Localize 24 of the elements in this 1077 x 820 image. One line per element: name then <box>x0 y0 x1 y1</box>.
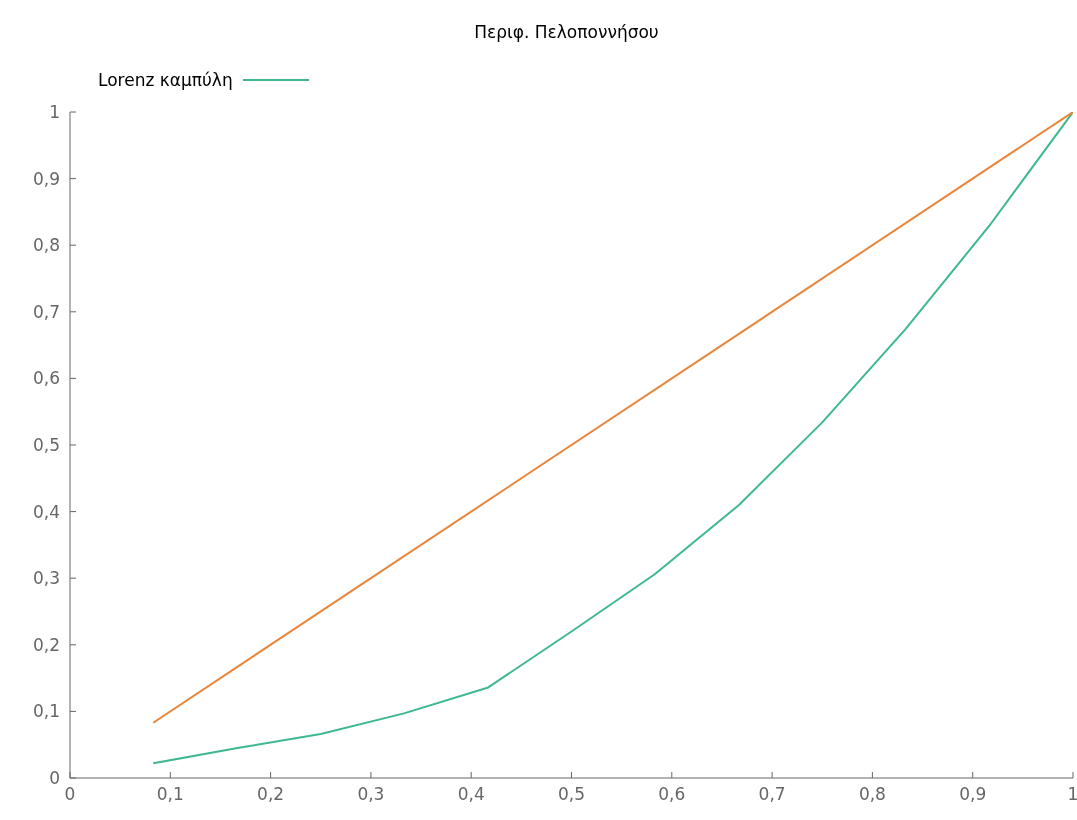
x-tick-label: 0,8 <box>858 784 886 805</box>
x-tick-label: 0,6 <box>658 784 686 805</box>
x-tick-label: 0,9 <box>959 784 987 805</box>
y-tick-label: 0,8 <box>32 235 60 256</box>
y-tick-label: 0,2 <box>32 634 60 655</box>
y-tick-label: 0,9 <box>32 168 60 189</box>
x-tick-label: 0 <box>64 784 76 805</box>
y-tick-label: 0,6 <box>32 368 60 389</box>
y-tick-label: 0,3 <box>32 568 60 589</box>
y-tick-label: 0 <box>49 768 60 789</box>
y-tick-label: 0,5 <box>32 435 60 456</box>
x-tick-label: 0,5 <box>557 784 586 805</box>
x-tick-label: 0,4 <box>457 784 485 805</box>
legend-label: Lorenz καμπύλη <box>98 70 233 90</box>
x-tick-label: 0,1 <box>156 784 184 805</box>
y-tick-label: 0,7 <box>32 301 60 322</box>
y-tick-label: 0,1 <box>32 701 60 722</box>
x-tick-label: 0,7 <box>758 784 786 805</box>
x-tick-label: 1 <box>1067 784 1077 805</box>
x-tick-label: 0,2 <box>257 784 285 805</box>
x-tick-label: 0,3 <box>357 784 385 805</box>
chart-title: Περιφ. Πελοποννήσου <box>473 21 660 44</box>
y-tick-label: 0,4 <box>32 501 60 522</box>
y-tick-label: 1 <box>49 102 60 123</box>
